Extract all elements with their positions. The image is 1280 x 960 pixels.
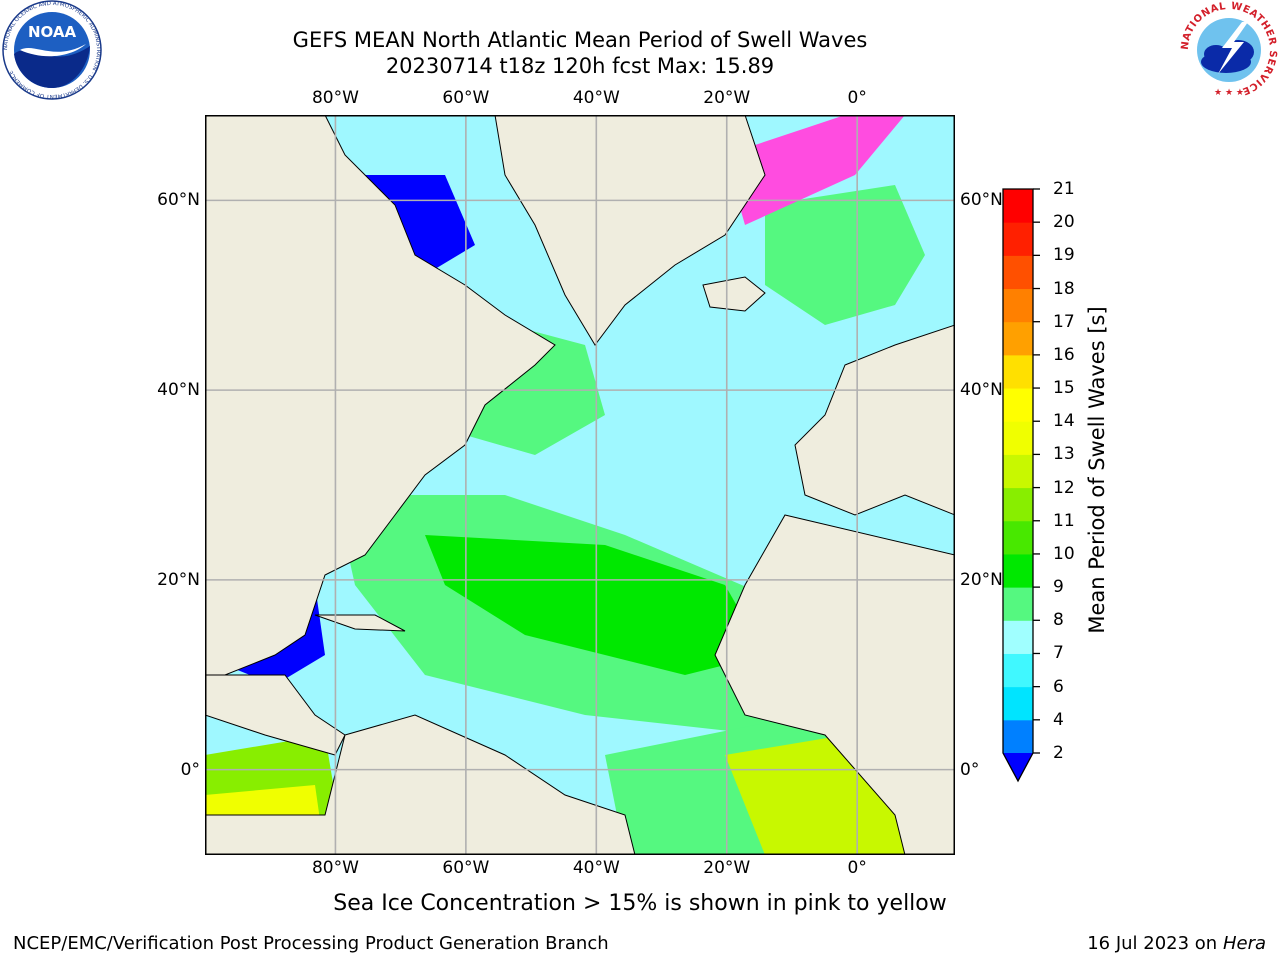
lat-label-right: 60°N (960, 190, 1003, 211)
colorbar-tick-label: 20 (1053, 212, 1075, 233)
lon-label-bottom: 20°W (703, 858, 751, 878)
lat-label-left: 60°N (157, 190, 200, 211)
colorbar-segment (1003, 520, 1033, 555)
colorbar-tick-label: 2 (1053, 743, 1064, 763)
colorbar-tick-label: 19 (1053, 245, 1075, 266)
swell-region (725, 115, 905, 225)
colorbar-segment (1003, 686, 1033, 721)
colorbar-segment (1003, 653, 1033, 688)
colorbar-tick-label: 6 (1053, 676, 1064, 697)
colorbar-tick-label: 11 (1053, 510, 1075, 531)
colorbar-label: Mean Period of Swell Waves [s] (1085, 306, 1109, 634)
colorbar-segment (1003, 288, 1033, 323)
colorbar-segment (1003, 487, 1033, 522)
swell-region (765, 185, 925, 325)
lat-label-left: 20°N (157, 569, 200, 590)
lon-label-top: 40°W (572, 88, 620, 108)
land-europe (794, 324, 955, 516)
lat-label-right: 40°N (960, 380, 1003, 401)
colorbar-segment (1003, 321, 1033, 356)
colorbar-tick-label: 18 (1053, 278, 1075, 299)
colorbar-segment (1003, 189, 1033, 223)
map-frame (205, 115, 955, 855)
colorbar-outline (1002, 188, 1034, 783)
lat-label-left: 40°N (157, 380, 200, 401)
land-greenland (494, 115, 766, 346)
colorbar-tick-label: 7 (1053, 643, 1064, 664)
colorbar-segment (1003, 354, 1033, 389)
lon-label-top: 80°W (311, 88, 359, 108)
colorbar-tick-label: 14 (1053, 411, 1075, 432)
noaa-logo: NATIONAL OCEANIC AND ATMOSPHERIC ADMINIS… (2, 0, 102, 100)
lon-label-bottom: 60°W (442, 858, 490, 878)
lat-label-left: 0° (180, 759, 200, 780)
map-subtitle: 20230714 t18z 120h fcst Max: 15.89 (385, 54, 775, 78)
colorbar-tick-label: 16 (1053, 344, 1075, 365)
colorbar-tick-label: 21 (1053, 179, 1075, 199)
colorbar-segment (1003, 454, 1033, 489)
land-cuba (314, 614, 406, 632)
land-north-america (205, 115, 556, 676)
lon-label-bottom: 80°W (311, 858, 359, 878)
colorbar-segment (1003, 553, 1033, 588)
lon-label-bottom: 40°W (572, 858, 620, 878)
footer-date: 16 Jul 2023 on Hera (1087, 933, 1266, 954)
svg-text:★ ★ ★: ★ ★ ★ (1214, 88, 1244, 98)
map-panel (205, 115, 955, 855)
land-central-america (205, 674, 346, 756)
colorbar-segment (1003, 421, 1033, 455)
lat-label-right: 0° (960, 759, 980, 780)
colorbar-segment (1003, 255, 1033, 290)
graticule (205, 115, 955, 855)
footer-date-text: 16 Jul 2023 on (1087, 933, 1223, 954)
colorbar-tick-label: 13 (1053, 444, 1075, 465)
footer-credit: NCEP/EMC/Verification Post Processing Pr… (13, 933, 609, 954)
svg-text:NOAA: NOAA (28, 23, 77, 41)
colorbar-tick-label: 15 (1053, 378, 1075, 399)
sea-ice-note: Sea Ice Concentration > 15% is shown in … (333, 891, 947, 916)
map-title: GEFS MEAN North Atlantic Mean Period of … (292, 28, 868, 52)
colorbar-tick-label: 10 (1053, 543, 1075, 564)
colorbar-tick-label: 8 (1053, 610, 1064, 631)
colorbar-segment (1003, 222, 1033, 256)
land-iceland (702, 276, 766, 312)
land-south-america (205, 714, 636, 855)
colorbar-segment (1003, 388, 1033, 422)
lon-label-bottom: 0° (847, 858, 867, 878)
colorbar-tick-label: 4 (1053, 709, 1064, 730)
colorbar-segment (1003, 719, 1033, 754)
colorbar-tick-label: 9 (1053, 577, 1064, 598)
colorbar-tick-label: 12 (1053, 477, 1075, 498)
colorbar-extend-arrow (1003, 753, 1033, 781)
lon-label-top: 60°W (442, 88, 490, 108)
colorbar-tick-label: 17 (1053, 311, 1075, 332)
lat-label-right: 20°N (960, 569, 1003, 590)
colorbar-segment (1003, 587, 1033, 621)
lon-label-top: 20°W (703, 88, 751, 108)
footer-host: Hera (1222, 933, 1266, 954)
colorbar-segment (1003, 620, 1033, 654)
lon-label-top: 0° (847, 88, 867, 108)
swell-region (425, 535, 765, 675)
nws-logo: NATIONAL WEATHER SERVICE ★ ★ ★ (1180, 1, 1278, 99)
colorbar (1002, 188, 1040, 783)
